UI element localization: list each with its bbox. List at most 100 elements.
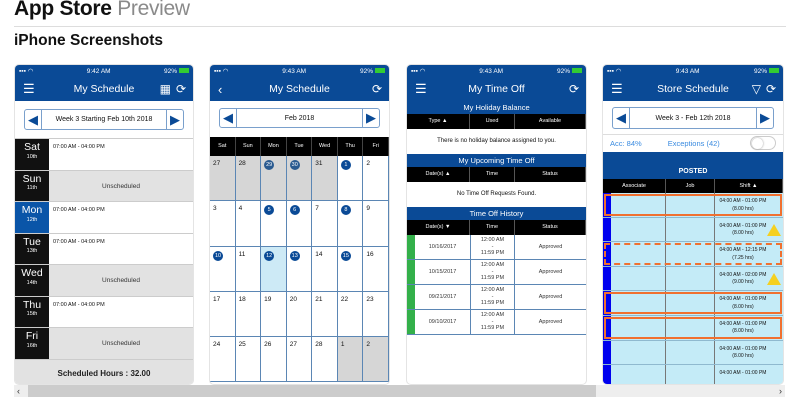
refresh-icon[interactable]: ⟳ [175,82,186,96]
calendar-day[interactable]: 2 [363,337,389,383]
shift-row[interactable]: 04:00 AM - 02:00 PM (9.00 hrs) [603,266,783,292]
col-associate[interactable]: Associate [603,179,666,193]
arrow-left-icon[interactable]: ◀ [25,110,42,129]
history-row[interactable]: 09/21/2017 12:00 AM - 11:59 PM Approved [407,285,586,310]
calendar-day[interactable]: 1 [337,156,364,202]
schedule-row[interactable]: Thu 15th 07:00 AM - 04:00 PM [15,296,193,328]
calendar-day[interactable]: 10 [210,246,236,292]
refresh-icon[interactable]: ⟳ [371,82,382,96]
calendar-day[interactable]: 9 [363,201,389,247]
calendar-day[interactable]: 27 [286,337,313,383]
calendar-day[interactable]: 6 [286,201,313,247]
col-job[interactable]: Job [666,179,715,193]
calendar-day[interactable]: 18 [235,291,262,338]
col-dates[interactable]: Date(s) ▲ [407,167,470,182]
scrollbar-thumb[interactable] [28,385,596,397]
calendar-day[interactable]: 21 [312,291,338,338]
calendar-day[interactable]: 22 [337,291,364,338]
warning-icon[interactable] [767,272,781,285]
calendar-day[interactable]: 16 [363,246,389,292]
col-status[interactable]: Status [515,220,586,235]
menu-icon[interactable]: ☰ [611,81,623,96]
arrow-right-icon[interactable]: ▶ [166,110,183,129]
col-shift[interactable]: Shift ▲ [715,179,783,193]
history-row[interactable]: 10/15/2017 12:00 AM - 11:59 PM Approved [407,260,586,285]
calendar-day[interactable]: 28 [235,156,262,202]
calendar-day[interactable]: 15 [337,246,364,292]
day-date: 13th [26,248,38,254]
calendar-day[interactable]: 23 [363,291,389,338]
shift-row[interactable]: 04:00 AM - 01:00 PM (8.00 hrs) [603,340,783,366]
warning-icon[interactable] [767,223,781,236]
history-row[interactable]: 10/16/2017 12:00 AM - 11:59 PM Approved [407,235,586,260]
schedule-row[interactable]: Sun 11th Unscheduled [15,170,193,202]
history-status: Approved [538,268,563,275]
exceptions-toggle[interactable] [750,136,776,150]
calendar-day[interactable]: 30 [286,156,313,202]
shift-row[interactable]: 04:00 AM - 01:00 PM (8.00 hrs) [603,193,783,218]
calendar-day[interactable]: 2 [363,156,389,202]
scheduled-day-marker: 30 [289,160,300,170]
calendar-day[interactable]: 24 [210,337,236,383]
schedule-row[interactable]: Sat 10th 07:00 AM - 04:00 PM [15,139,193,171]
refresh-icon[interactable]: ⟳ [568,82,579,96]
col-status[interactable]: Status [515,167,586,182]
calendar-day[interactable]: 7 [312,201,338,247]
arrow-right-icon[interactable]: ▶ [362,109,379,127]
calendar-day[interactable]: 3 [210,201,236,247]
col-time[interactable]: Time [470,220,515,235]
screenshot-time-off[interactable]: ▪▪▪ ◠ 9:43 AM 92% ☰ My Time Off ⟳ My Holiday… [406,64,587,385]
arrow-left-icon[interactable]: ◀ [613,108,630,128]
shift-row[interactable]: 04:00 AM - 12:15 PM (7.25 hrs) [603,242,783,267]
calendar-day[interactable]: 12 [261,246,287,292]
col-type[interactable]: Type ▲ [407,114,470,129]
col-used[interactable]: Used [470,114,515,129]
calendar-day[interactable]: 29 [261,156,287,202]
shift-row[interactable]: 04:00 AM - 01:00 PM [603,365,783,384]
scroll-left-icon[interactable]: ‹ [17,386,20,396]
schedule-row[interactable]: Mon 12th 07:00 AM - 04:00 PM [15,202,193,234]
col-available[interactable]: Available [515,114,586,129]
screenshot-store-schedule[interactable]: ▪▪▪ ◠ 9:43 AM 92% ☰ Store Schedule ▽ ⟳ ◀ Week … [602,64,784,385]
screenshot-calendar[interactable]: ▪▪▪ ◠ 9:43 AM 92% ‹ My Schedule ⟳ ◀ Feb 2018 ▶… [209,64,390,385]
calendar-day[interactable]: 1 [337,337,364,383]
nav-bar: ☰ My Schedule ▦ ⟳ [15,77,193,101]
calendar-day[interactable]: 27 [210,156,236,202]
shift-row[interactable]: 04:00 AM - 01:00 PM (8.00 hrs) [603,315,783,341]
arrow-right-icon[interactable]: ▶ [756,108,773,128]
calendar-day[interactable]: 8 [337,201,364,247]
schedule-row[interactable]: Wed 14th Unscheduled [15,265,193,297]
refresh-icon[interactable]: ⟳ [765,82,776,96]
day-date: 12th [26,216,38,223]
schedule-row[interactable]: Tue 13th 07:00 AM - 04:00 PM [15,233,193,265]
shift-row[interactable]: 04:00 AM - 01:00 PM (8.00 hrs) [603,291,783,316]
calendar-day[interactable]: 28 [312,337,338,383]
calendar-day[interactable]: 14 [312,246,338,292]
calendar-day[interactable]: 26 [261,337,287,383]
calendar-day[interactable]: 31 [312,156,338,202]
screenshot-my-schedule[interactable]: ▪▪▪ ◠ 9:42 AM 92% ☰ My Schedule ▦ ⟳ ◀ Week 3 S… [14,64,194,385]
calendar-day[interactable]: 20 [286,291,313,338]
calendar-day[interactable]: 5 [261,201,287,247]
history-row[interactable]: 09/10/2017 12:00 AM - 11:59 PM Approved [407,310,586,335]
calendar-day[interactable]: 13 [286,246,313,292]
back-icon[interactable]: ‹ [218,81,223,97]
status-bar: ▪▪▪ ◠ 9:43 AM 92% [603,65,783,77]
col-time[interactable]: Time [470,167,515,182]
menu-icon[interactable]: ☰ [415,81,427,96]
filter-icon[interactable]: ▽ [751,82,761,96]
schedule-row[interactable]: Fri 16th Unscheduled [15,328,193,360]
calendar-day[interactable]: 17 [210,291,236,338]
col-dates[interactable]: Date(s) ▼ [407,220,470,235]
menu-icon[interactable]: ☰ [23,81,35,96]
calendar-day[interactable]: 4 [235,201,262,247]
horizontal-scrollbar[interactable]: ‹ › [14,385,785,397]
calendar-day[interactable]: 11 [235,246,262,292]
calendar-day[interactable]: 19 [261,291,287,338]
exceptions-link[interactable]: Exceptions (42) [667,138,720,148]
calendar-day[interactable]: 25 [235,337,262,383]
calendar-icon[interactable]: ▦ [159,82,171,96]
shift-row[interactable]: 04:00 AM - 01:00 PM (8.00 hrs) [603,217,783,243]
arrow-left-icon[interactable]: ◀ [220,109,237,127]
scroll-right-icon[interactable]: › [779,386,782,396]
